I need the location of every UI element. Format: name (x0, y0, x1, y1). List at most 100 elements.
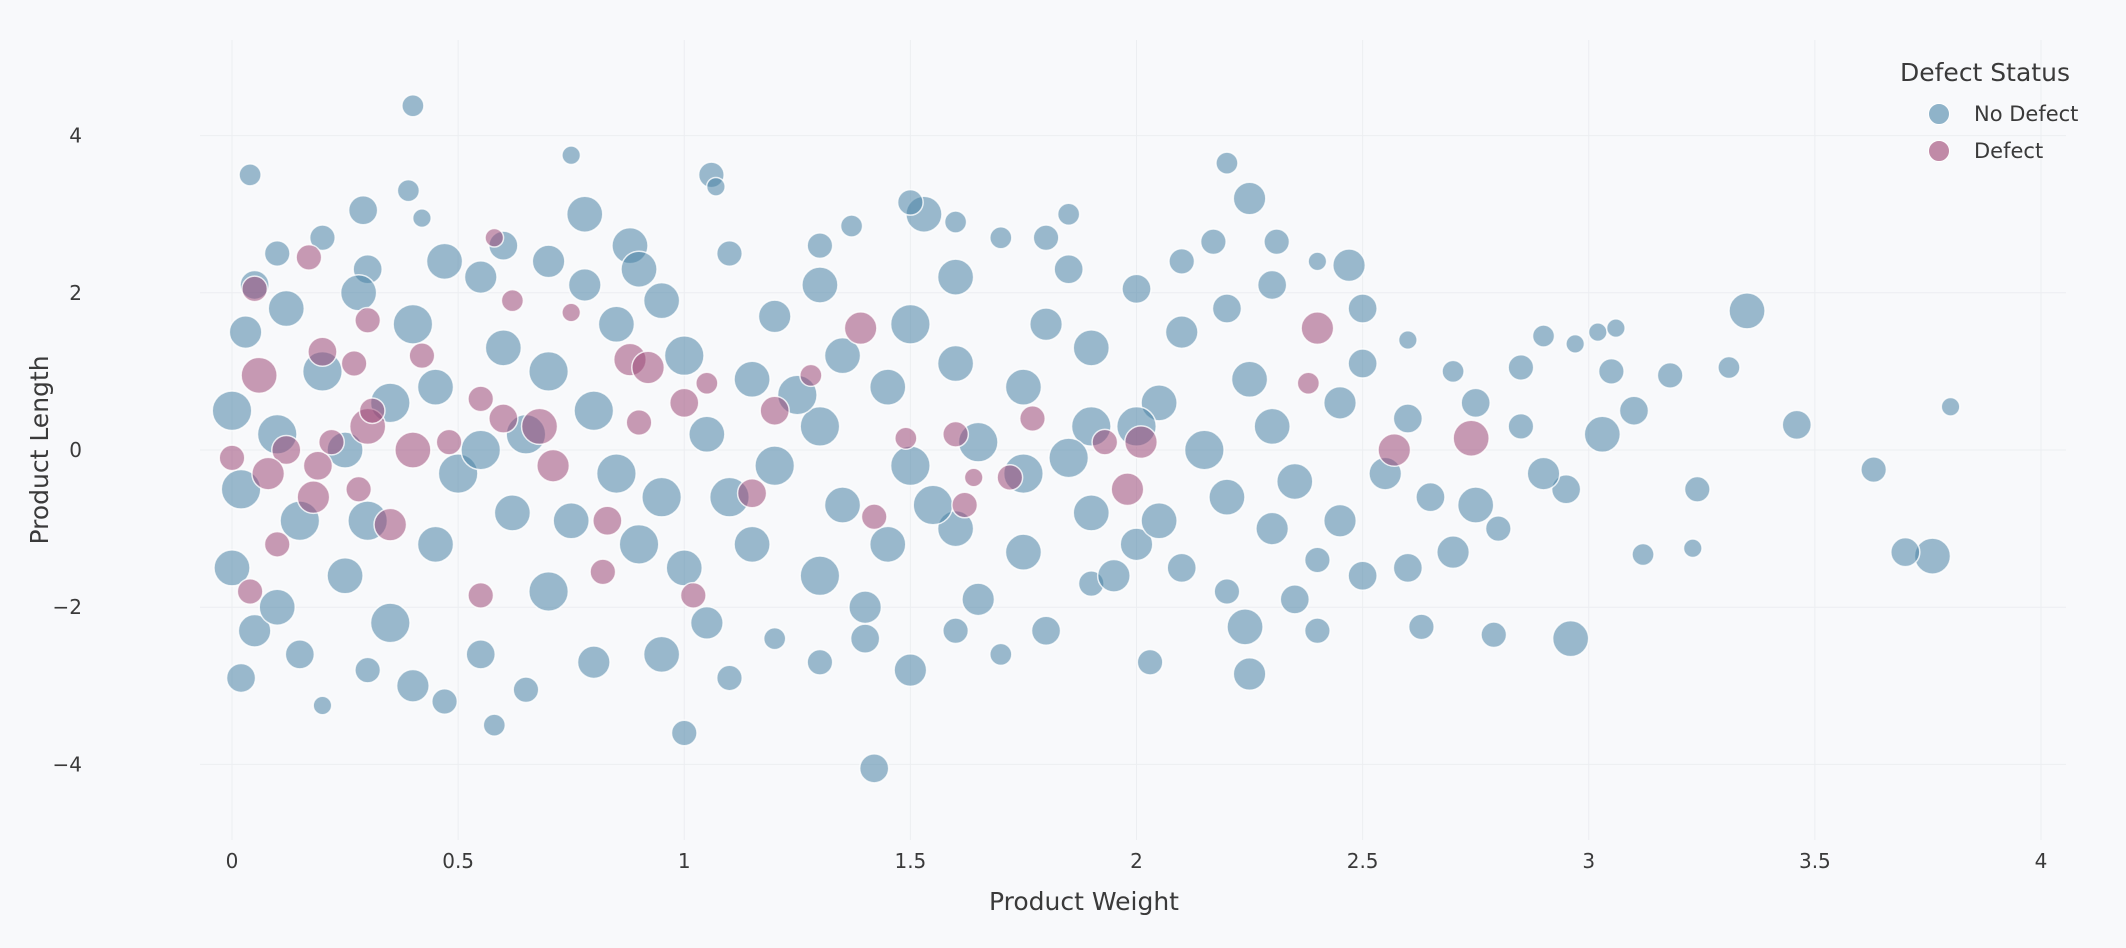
no-defect-point[interactable] (839, 214, 864, 238)
defect-point[interactable] (589, 558, 617, 586)
no-defect-point[interactable] (1550, 474, 1582, 505)
no-defect-point[interactable] (1460, 387, 1491, 419)
no-defect-point[interactable] (642, 635, 681, 674)
no-defect-point[interactable] (1263, 228, 1291, 256)
defect-point[interactable] (1452, 419, 1490, 457)
no-defect-point[interactable] (762, 626, 787, 651)
no-defect-point[interactable] (912, 484, 954, 526)
no-defect-point[interactable] (705, 176, 726, 197)
no-defect-point[interactable] (1728, 292, 1766, 330)
defect-point[interactable] (500, 288, 525, 313)
no-defect-point[interactable] (528, 570, 570, 612)
no-defect-point[interactable] (1392, 403, 1424, 434)
defect-point[interactable] (963, 467, 984, 488)
no-defect-point[interactable] (284, 639, 316, 670)
no-defect-point[interactable] (220, 468, 262, 510)
defect-point[interactable] (435, 428, 463, 456)
no-defect-point[interactable] (1279, 584, 1311, 615)
defect-point[interactable] (669, 387, 700, 419)
no-defect-point[interactable] (1164, 315, 1199, 350)
no-defect-point[interactable] (1004, 533, 1043, 571)
no-defect-point[interactable] (238, 163, 262, 187)
no-defect-point[interactable] (1332, 248, 1367, 283)
defect-point[interactable] (358, 397, 386, 425)
no-defect-point[interactable] (943, 210, 968, 234)
no-defect-point[interactable] (1484, 515, 1512, 543)
no-defect-point[interactable] (211, 390, 253, 432)
no-defect-point[interactable] (460, 429, 502, 471)
no-defect-point[interactable] (1213, 577, 1241, 605)
no-defect-point[interactable] (396, 178, 421, 203)
no-defect-point[interactable] (757, 299, 792, 334)
no-defect-point[interactable] (1323, 503, 1358, 538)
no-defect-point[interactable] (1441, 359, 1465, 384)
no-defect-point[interactable] (1597, 357, 1625, 385)
no-defect-point[interactable] (1323, 385, 1358, 420)
defect-point[interactable] (354, 306, 382, 334)
defect-point[interactable] (1091, 428, 1119, 456)
no-defect-point[interactable] (1415, 481, 1446, 513)
defect-point[interactable] (263, 530, 291, 558)
no-defect-point[interactable] (823, 336, 862, 375)
defect-point[interactable] (1018, 405, 1046, 433)
no-defect-point[interactable] (1436, 535, 1471, 570)
no-defect-point[interactable] (806, 648, 834, 676)
no-defect-point[interactable] (961, 582, 996, 617)
no-defect-point[interactable] (1048, 437, 1090, 479)
no-defect-point[interactable] (1199, 228, 1227, 256)
no-defect-point[interactable] (1053, 253, 1084, 285)
no-defect-point[interactable] (1168, 247, 1196, 275)
no-defect-point[interactable] (869, 525, 907, 564)
defect-point[interactable] (373, 507, 408, 542)
defect-point[interactable] (484, 227, 505, 248)
no-defect-point[interactable] (1717, 355, 1741, 380)
no-defect-point[interactable] (715, 664, 743, 692)
no-defect-point[interactable] (528, 350, 570, 392)
defect-point[interactable] (340, 350, 368, 378)
no-defect-point[interactable] (618, 523, 660, 565)
defect-point[interactable] (631, 350, 666, 385)
no-defect-point[interactable] (936, 258, 975, 296)
no-defect-point[interactable] (1605, 318, 1626, 339)
no-defect-point[interactable] (1531, 324, 1556, 348)
defect-point[interactable] (218, 444, 246, 472)
no-defect-point[interactable] (354, 656, 382, 684)
legend-item-defect[interactable]: Defect (1928, 132, 2078, 169)
no-defect-point[interactable] (573, 390, 615, 432)
legend-item-no-defect[interactable]: No Defect (1928, 95, 2078, 132)
no-defect-point[interactable] (431, 688, 459, 716)
no-defect-point[interactable] (620, 250, 658, 288)
no-defect-point[interactable] (663, 335, 705, 377)
no-defect-point[interactable] (799, 405, 841, 447)
no-defect-point[interactable] (869, 368, 907, 406)
no-defect-point[interactable] (1256, 269, 1288, 301)
no-defect-point[interactable] (1056, 202, 1081, 226)
no-defect-point[interactable] (1392, 552, 1424, 584)
no-defect-point[interactable] (1682, 538, 1703, 559)
no-defect-point[interactable] (237, 613, 272, 648)
no-defect-point[interactable] (567, 267, 602, 302)
no-defect-point[interactable] (688, 415, 726, 454)
no-defect-point[interactable] (561, 145, 582, 166)
defect-point[interactable] (467, 385, 495, 413)
no-defect-point[interactable] (1583, 415, 1622, 454)
no-defect-point[interactable] (416, 368, 455, 406)
defect-point[interactable] (302, 450, 334, 481)
no-defect-point[interactable] (1940, 396, 1961, 417)
no-defect-point[interactable] (889, 303, 931, 345)
no-defect-point[interactable] (733, 360, 771, 399)
no-defect-point[interactable] (1208, 478, 1246, 516)
no-defect-point[interactable] (1255, 511, 1290, 546)
no-defect-point[interactable] (401, 93, 425, 118)
no-defect-point[interactable] (1347, 293, 1378, 324)
no-defect-point[interactable] (595, 453, 637, 495)
no-defect-point[interactable] (597, 305, 636, 343)
no-defect-point[interactable] (1230, 360, 1269, 399)
no-defect-point[interactable] (395, 668, 430, 703)
no-defect-point[interactable] (889, 445, 931, 487)
defect-point[interactable] (1296, 371, 1321, 395)
no-defect-point[interactable] (1347, 348, 1378, 379)
no-defect-point[interactable] (1183, 429, 1225, 471)
no-defect-point[interactable] (1618, 395, 1650, 426)
no-defect-point[interactable] (1140, 501, 1178, 540)
